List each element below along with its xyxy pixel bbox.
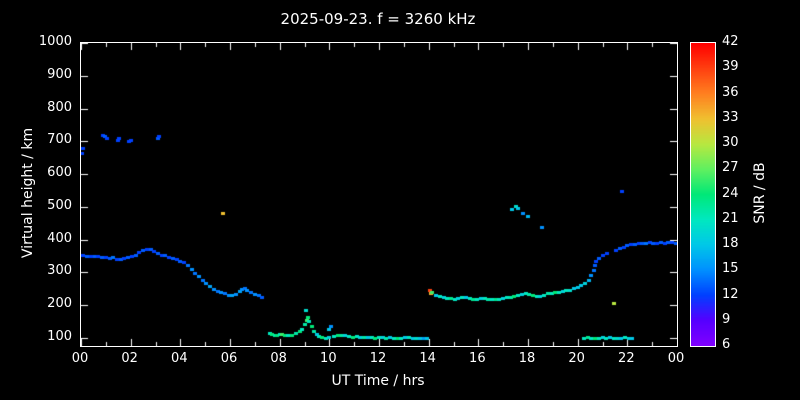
- x-tick-label: 00: [71, 351, 89, 366]
- y-tick-label: 500: [47, 197, 72, 213]
- y-tick-label: 900: [47, 66, 72, 82]
- colorbar-tick-label: 18: [722, 236, 739, 251]
- x-tick-label: 22: [618, 351, 635, 366]
- y-tick-label: 200: [47, 296, 72, 312]
- x-tick-label: 00: [667, 351, 685, 366]
- y-tick-label: 400: [47, 230, 72, 246]
- colorbar-tick-label: 27: [722, 160, 739, 176]
- colorbar-tick-label: 42: [722, 34, 739, 49]
- x-tick-label: 04: [171, 351, 188, 366]
- x-tick-label: 10: [320, 351, 337, 366]
- x-tick-label: 12: [369, 351, 387, 366]
- x-axis-label: UT Time / hrs: [331, 373, 425, 389]
- colorbar-label: SNR / dB: [752, 162, 768, 224]
- colorbar-tick-label: 24: [722, 185, 739, 201]
- x-tick-label: 14: [419, 351, 436, 366]
- colorbar-tick-label: 12: [722, 286, 739, 302]
- colorbar: [690, 42, 716, 347]
- x-tick-label: 18: [518, 351, 536, 366]
- colorbar-gradient: [691, 43, 715, 346]
- colorbar-tick-label: 33: [722, 109, 739, 125]
- colorbar-tick-label: 15: [722, 261, 739, 277]
- x-tick-label: 02: [121, 351, 138, 366]
- y-tick-label: 100: [47, 328, 72, 344]
- x-tick-label: 08: [270, 351, 287, 366]
- scatter-plot-canvas: [81, 43, 677, 346]
- y-tick-label: 700: [47, 132, 72, 148]
- y-axis-label: Virtual height / km: [20, 127, 36, 259]
- y-tick-label: 600: [47, 165, 72, 181]
- y-tick-label: 300: [47, 263, 72, 279]
- x-tick-label: 20: [568, 351, 585, 366]
- colorbar-tick-label: 9: [722, 311, 731, 327]
- colorbar-tick-label: 30: [722, 135, 739, 150]
- colorbar-tick-label: 39: [722, 59, 739, 75]
- chart-title: 2025-09-23. f = 3260 kHz: [280, 10, 476, 28]
- colorbar-tick-label: 36: [722, 84, 739, 100]
- plot-area: [80, 42, 678, 347]
- y-tick-label: 800: [47, 99, 72, 115]
- colorbar-tick-label: 21: [722, 210, 739, 226]
- x-tick-label: 16: [469, 351, 486, 366]
- x-tick-label: 06: [220, 351, 238, 366]
- colorbar-tick-label: 6: [722, 337, 731, 352]
- y-tick-label: 1000: [38, 34, 72, 49]
